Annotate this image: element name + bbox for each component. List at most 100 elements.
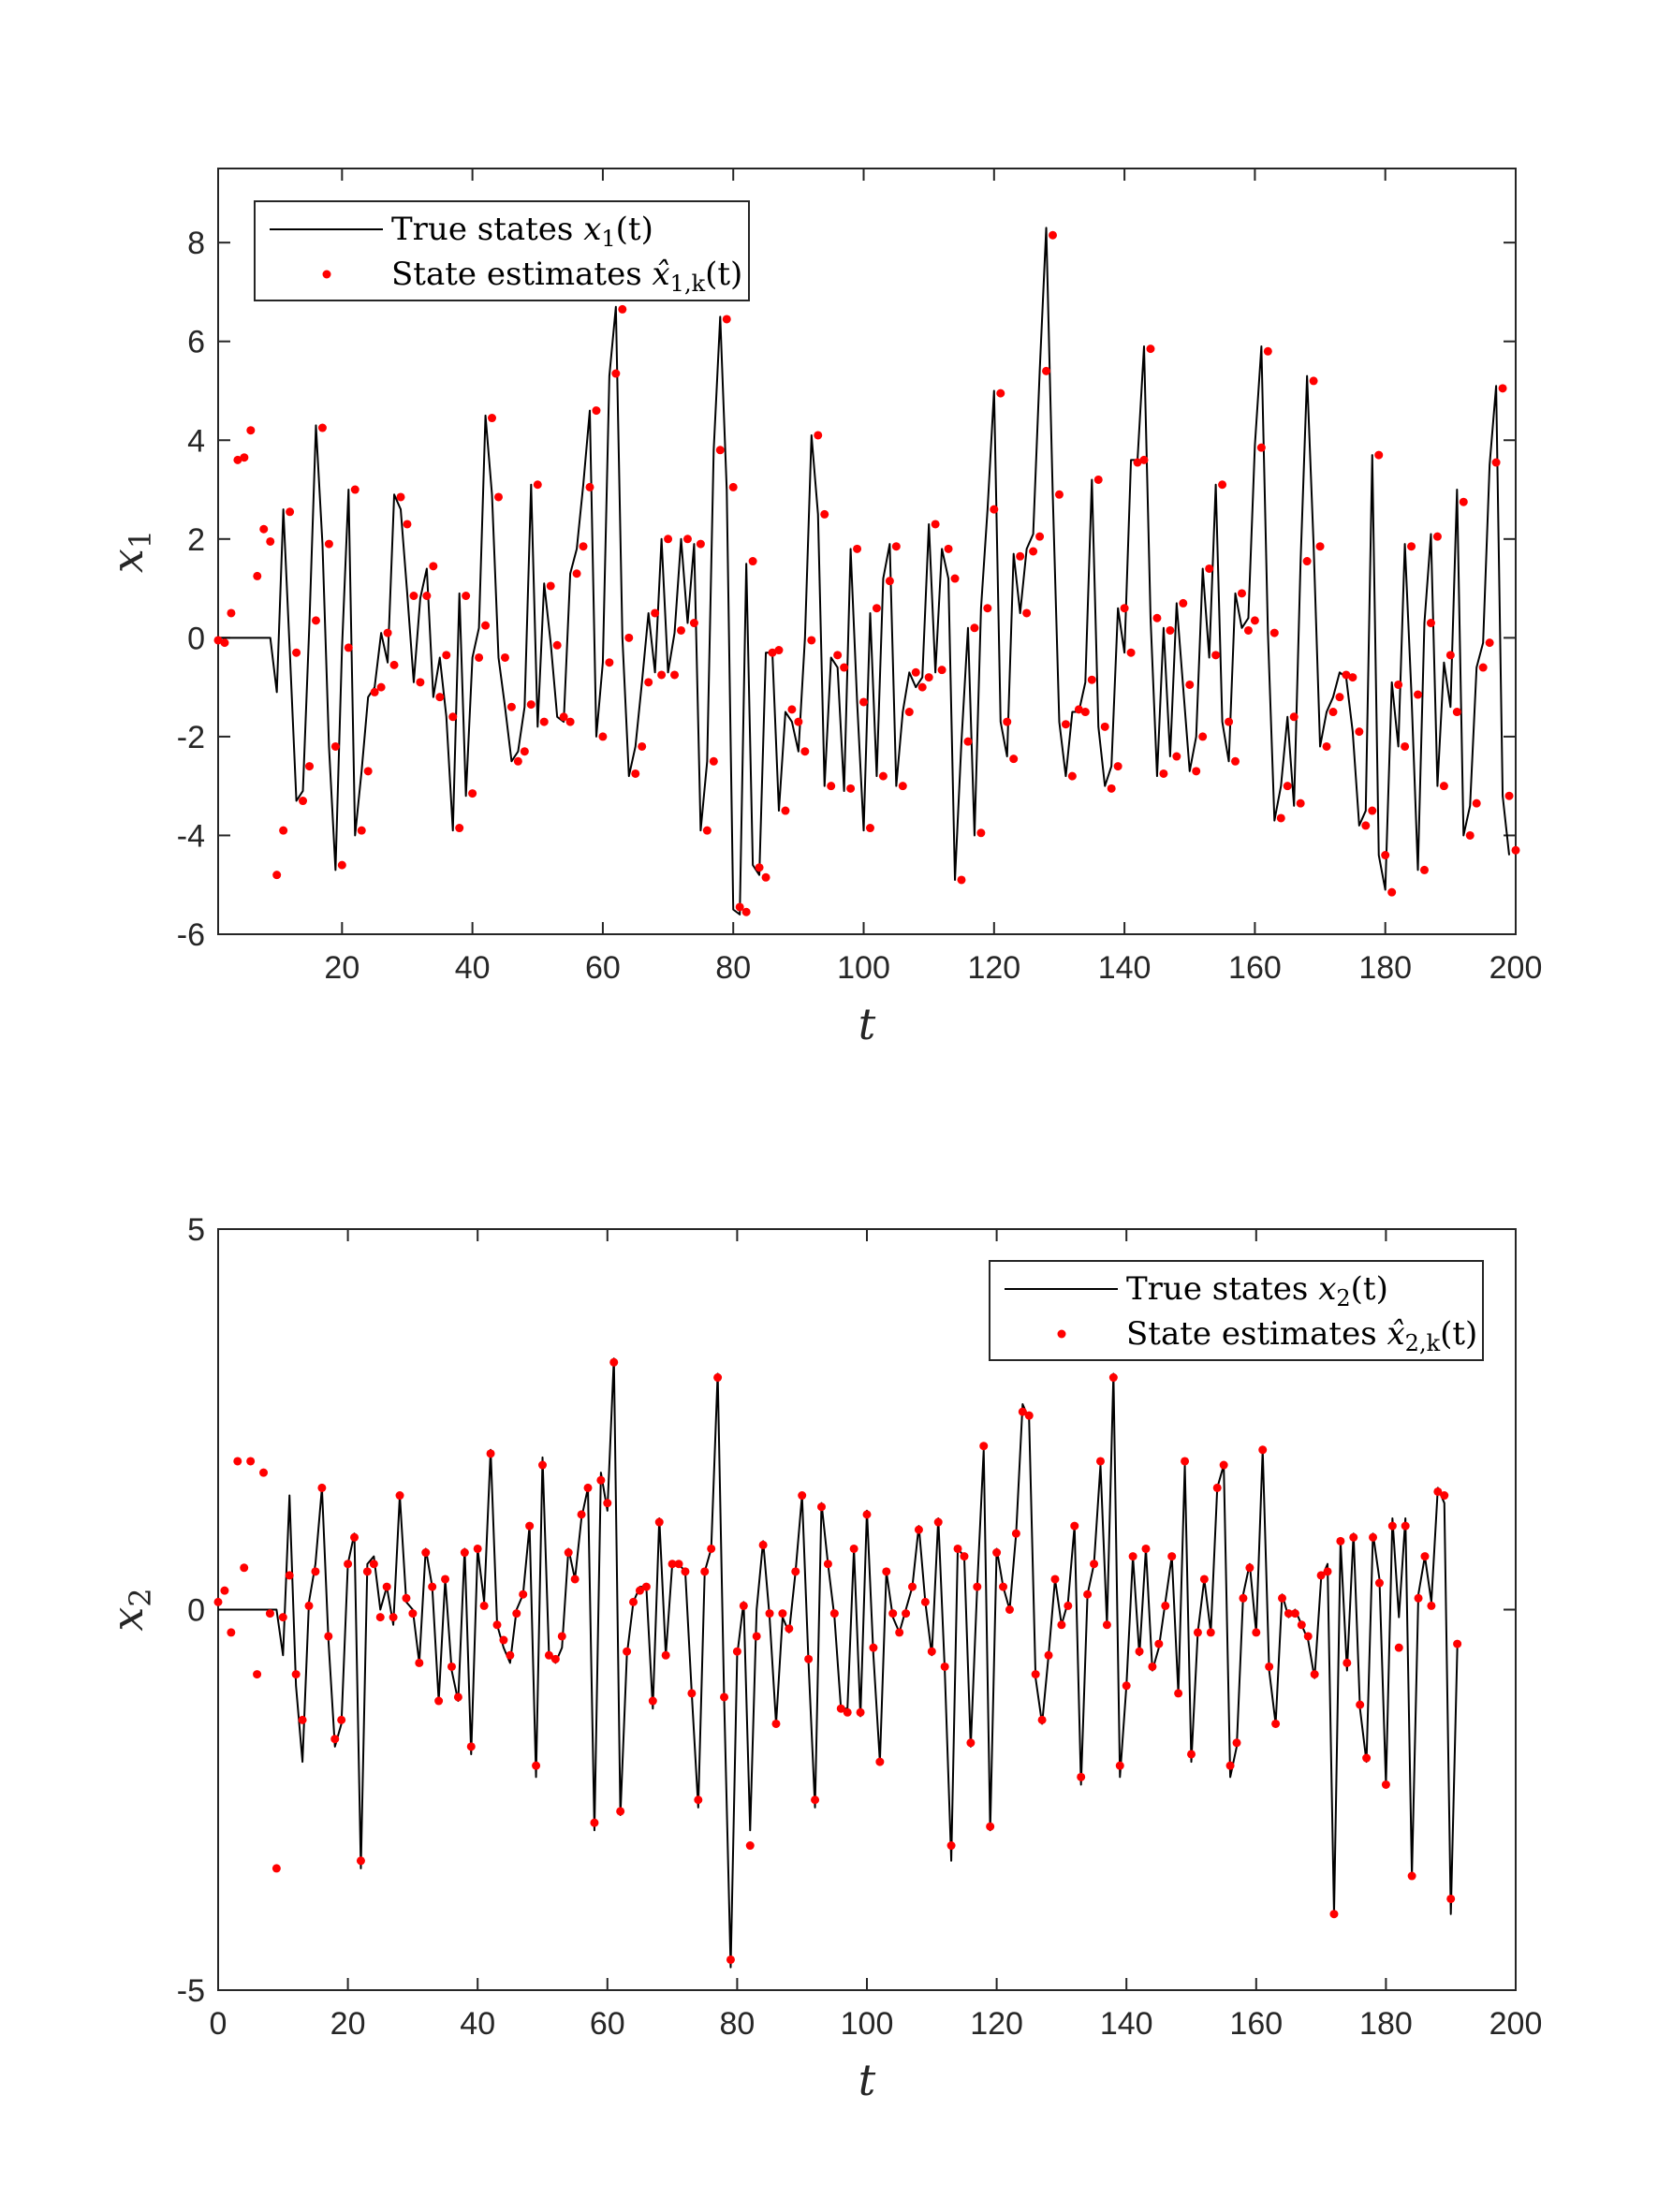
y-tick-label: 0 (187, 1593, 205, 1629)
data-point (1349, 1532, 1358, 1542)
data-point (814, 431, 823, 440)
data-point (741, 907, 751, 916)
data-point (596, 1475, 606, 1485)
data-point (466, 1742, 476, 1751)
data-point (1452, 708, 1461, 717)
data-point (875, 1757, 885, 1766)
data-point (668, 1560, 677, 1569)
data-point (603, 1499, 612, 1508)
data-point (920, 1597, 930, 1606)
data-point (999, 1582, 1008, 1591)
data-point (722, 315, 731, 324)
data-point (1498, 384, 1507, 393)
data-point (836, 1704, 845, 1713)
data-point (227, 1628, 236, 1637)
x-axis-label: t (858, 2055, 876, 2105)
data-point (1181, 1457, 1190, 1466)
data-point (862, 1510, 872, 1519)
y-axis-label-sub: 1 (123, 530, 158, 549)
data-point (409, 592, 418, 600)
data-point (1218, 480, 1227, 490)
data-point (337, 1715, 346, 1724)
data-point (448, 712, 458, 722)
data-point (931, 520, 940, 529)
data-point (1128, 1552, 1137, 1561)
data-point (771, 1719, 781, 1728)
data-point (1250, 616, 1259, 625)
data-point (1303, 1632, 1313, 1641)
data-point (408, 1609, 418, 1619)
data-point (324, 1632, 333, 1641)
data-point (1445, 651, 1455, 660)
data-point (1037, 1715, 1047, 1724)
data-point (872, 604, 881, 613)
data-point (1446, 1894, 1456, 1903)
data-point (611, 369, 621, 378)
data-point (292, 648, 301, 657)
data-point (227, 608, 236, 618)
data-point (362, 1567, 372, 1576)
data-point (696, 539, 705, 549)
data-point (1381, 1780, 1390, 1789)
data-point (271, 1864, 281, 1873)
data-point (709, 756, 718, 766)
data-point (833, 651, 843, 660)
data-point (960, 1552, 969, 1561)
data-point (344, 643, 353, 652)
data-point (382, 1582, 391, 1591)
data-point (500, 652, 509, 662)
data-point (447, 1662, 456, 1671)
data-point (1022, 608, 1032, 618)
data-point (1042, 366, 1051, 375)
data-point (350, 485, 359, 494)
data-point (1335, 693, 1344, 702)
data-point (317, 423, 327, 432)
data-point (1511, 845, 1520, 855)
x-axis-label: t (858, 999, 876, 1049)
data-point (661, 1650, 670, 1660)
data-point (648, 1696, 657, 1706)
data-point (559, 712, 568, 722)
data-point (849, 1544, 858, 1553)
data-point (389, 660, 399, 669)
data-point (1310, 1670, 1319, 1679)
data-point (882, 1567, 891, 1576)
data-point (674, 1560, 683, 1569)
data-point (973, 1582, 982, 1591)
data-point (395, 1491, 404, 1501)
data-point (598, 732, 608, 741)
data-point (1369, 1532, 1378, 1542)
data-point (1100, 722, 1109, 731)
data-point (434, 1696, 444, 1706)
data-point (1179, 598, 1188, 608)
data-point (1297, 1620, 1306, 1630)
series-line-true-states (218, 227, 1511, 916)
data-point (1152, 613, 1162, 623)
data-point (631, 769, 640, 778)
data-point (1432, 532, 1442, 541)
data-point (1328, 708, 1338, 717)
data-point (950, 574, 960, 583)
data-point (1108, 1373, 1118, 1383)
data-point (944, 544, 953, 553)
data-point (369, 1560, 378, 1569)
x-tick-label: 60 (590, 2006, 625, 2042)
data-point (768, 648, 777, 657)
data-point (1440, 1491, 1449, 1501)
plot-1: 20 40 60 80 100 120 140 160 180 200 -6 -4 -2 0 2 4 6 8 t x1… (102, 168, 1542, 1049)
data-point (1265, 1662, 1274, 1671)
data-point (1080, 708, 1090, 717)
data-point (1433, 1487, 1443, 1496)
data-point (1009, 754, 1019, 764)
data-point (902, 1609, 911, 1619)
data-point (1070, 1521, 1079, 1531)
data-point (1232, 1738, 1241, 1748)
data-point (564, 1548, 573, 1558)
data-point (479, 1601, 489, 1610)
data-point (986, 1822, 995, 1831)
data-point (1394, 1643, 1403, 1652)
legend: True states x1(t)State estimates x̂1,k(t… (254, 200, 750, 301)
data-point (992, 1548, 1002, 1558)
x-tick-label: 100 (837, 950, 890, 986)
data-point (1387, 1521, 1397, 1531)
